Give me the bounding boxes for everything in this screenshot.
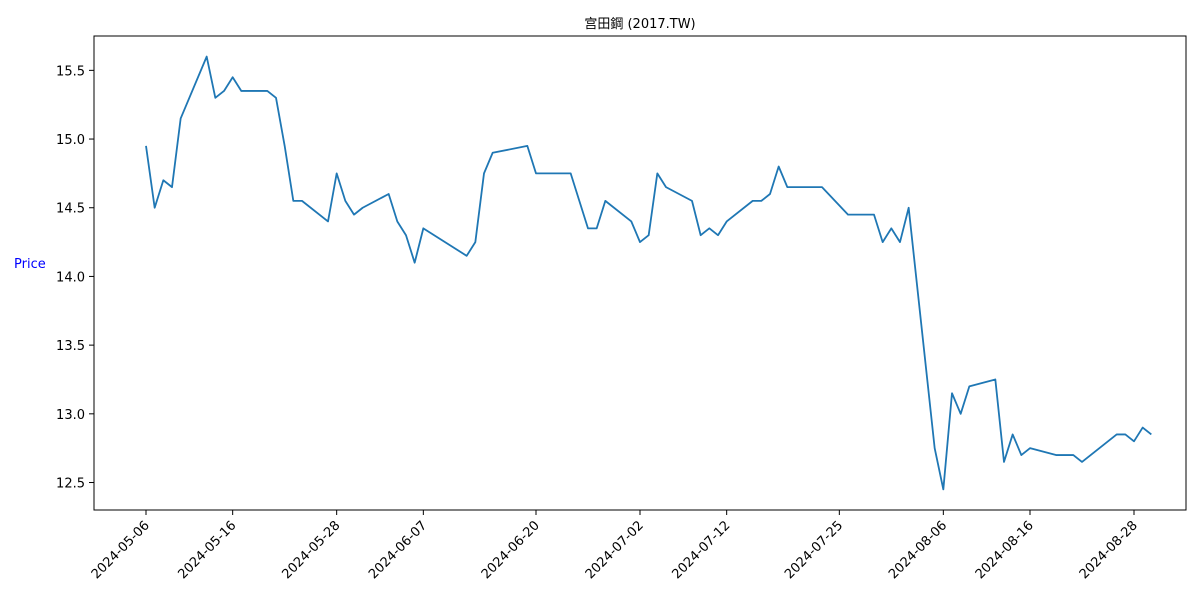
- y-tick-label: 15.0: [56, 133, 85, 148]
- x-tick-label: 2024-07-25: [782, 518, 846, 582]
- y-tick-label: 14.5: [56, 202, 85, 217]
- x-tick-label: 2024-06-20: [479, 518, 543, 582]
- plot-frame: [93, 35, 1187, 511]
- series-line: [145, 55, 1152, 491]
- y-tick-label: 12.5: [56, 477, 85, 492]
- x-tick-label: 2024-08-28: [1077, 518, 1141, 582]
- y-axis-label: Price: [14, 257, 46, 272]
- y-axis-ticks: 12.5 13.0 13.5 14.0 14.5 15.0 15.5: [56, 64, 94, 492]
- x-axis-ticks: 2024-05-06 2024-05-16 2024-05-28 2024-06-07…: [89, 510, 1141, 582]
- y-tick-label: 14.0: [56, 270, 85, 285]
- y-tick-label: 13.5: [56, 339, 85, 354]
- x-tick-label: 2024-08-16: [973, 518, 1037, 582]
- x-tick-label: 2024-07-12: [669, 518, 733, 582]
- x-tick-label: 2024-08-06: [886, 518, 950, 582]
- x-tick-label: 2024-06-07: [366, 518, 430, 582]
- x-tick-label: 2024-05-28: [279, 518, 343, 582]
- x-tick-label: 2024-05-16: [175, 518, 239, 582]
- x-tick-label: 2024-07-02: [583, 518, 647, 582]
- chart-title: 宫田鋼 (2017.TW): [584, 17, 695, 32]
- y-tick-label: 15.5: [56, 64, 85, 79]
- y-tick-label: 13.0: [56, 408, 85, 423]
- x-tick-label: 2024-05-06: [89, 518, 153, 582]
